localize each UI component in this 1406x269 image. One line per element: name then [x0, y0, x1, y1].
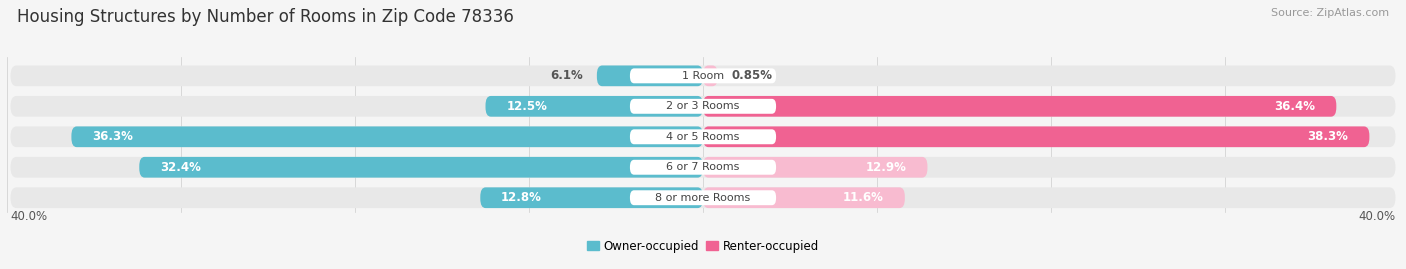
Text: 12.9%: 12.9%	[866, 161, 907, 174]
FancyBboxPatch shape	[72, 126, 703, 147]
Text: 11.6%: 11.6%	[844, 191, 884, 204]
FancyBboxPatch shape	[10, 126, 1396, 147]
Text: 1 Room: 1 Room	[682, 71, 724, 81]
FancyBboxPatch shape	[630, 68, 776, 83]
FancyBboxPatch shape	[630, 99, 776, 114]
Text: 38.3%: 38.3%	[1308, 130, 1348, 143]
Text: 12.8%: 12.8%	[501, 191, 543, 204]
Text: Housing Structures by Number of Rooms in Zip Code 78336: Housing Structures by Number of Rooms in…	[17, 8, 513, 26]
FancyBboxPatch shape	[703, 126, 1369, 147]
FancyBboxPatch shape	[598, 65, 703, 86]
Text: 6.1%: 6.1%	[550, 69, 583, 82]
FancyBboxPatch shape	[703, 157, 928, 178]
Text: 12.5%: 12.5%	[506, 100, 547, 113]
FancyBboxPatch shape	[703, 96, 1336, 117]
FancyBboxPatch shape	[481, 187, 703, 208]
FancyBboxPatch shape	[10, 157, 1396, 178]
FancyBboxPatch shape	[703, 187, 905, 208]
Text: 0.85%: 0.85%	[731, 69, 773, 82]
FancyBboxPatch shape	[630, 129, 776, 144]
Text: 32.4%: 32.4%	[160, 161, 201, 174]
Text: 4 or 5 Rooms: 4 or 5 Rooms	[666, 132, 740, 142]
FancyBboxPatch shape	[485, 96, 703, 117]
Text: 6 or 7 Rooms: 6 or 7 Rooms	[666, 162, 740, 172]
Text: 40.0%: 40.0%	[1358, 210, 1396, 223]
Text: 40.0%: 40.0%	[10, 210, 48, 223]
FancyBboxPatch shape	[630, 160, 776, 175]
Text: 2 or 3 Rooms: 2 or 3 Rooms	[666, 101, 740, 111]
FancyBboxPatch shape	[703, 65, 718, 86]
Text: 36.4%: 36.4%	[1274, 100, 1316, 113]
FancyBboxPatch shape	[630, 190, 776, 205]
FancyBboxPatch shape	[139, 157, 703, 178]
FancyBboxPatch shape	[10, 96, 1396, 117]
Text: Source: ZipAtlas.com: Source: ZipAtlas.com	[1271, 8, 1389, 18]
Legend: Owner-occupied, Renter-occupied: Owner-occupied, Renter-occupied	[588, 240, 818, 253]
Text: 36.3%: 36.3%	[93, 130, 134, 143]
FancyBboxPatch shape	[10, 65, 1396, 86]
Text: 8 or more Rooms: 8 or more Rooms	[655, 193, 751, 203]
FancyBboxPatch shape	[10, 187, 1396, 208]
